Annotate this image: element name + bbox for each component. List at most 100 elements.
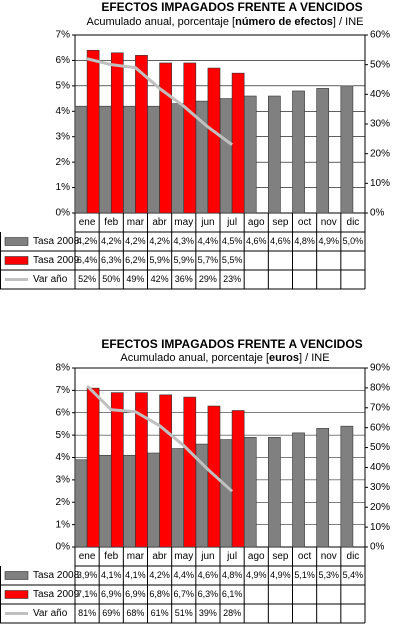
x-tick-label: jul [226, 551, 237, 562]
data-label: 68% [126, 608, 144, 618]
bar [340, 425, 354, 548]
x-tick-label: nov [321, 551, 337, 562]
x-tick-label: ago [248, 551, 265, 562]
y2-tick-label: 60% [370, 422, 390, 433]
y-tick-label: 8% [56, 363, 71, 374]
y2-tick-label: 10% [370, 178, 390, 189]
bar [316, 88, 330, 214]
bar [340, 85, 354, 214]
data-label: 6,9% [125, 589, 146, 599]
bar [159, 62, 172, 214]
x-tick-label: oct [298, 217, 312, 228]
y-tick-label: 3% [56, 475, 71, 486]
y2-tick-label: 0% [370, 208, 385, 219]
legend-label: Tasa 2009 [33, 589, 80, 600]
chart-subtitle: Acumulado anual, porcentaje [euros] / IN… [120, 352, 329, 364]
bar [316, 428, 330, 548]
data-label: 7,1% [77, 589, 98, 599]
data-label: 4,6% [246, 236, 267, 246]
y-tick-label: 1% [56, 182, 71, 193]
y2-tick-label: 70% [370, 402, 390, 413]
bar [231, 72, 245, 214]
x-tick-label: jul [226, 217, 237, 228]
data-label: 3,9% [77, 570, 98, 580]
bar [219, 98, 233, 214]
data-label: 6,4% [77, 255, 98, 265]
data-label: 6,2% [125, 255, 146, 265]
bar [86, 49, 100, 214]
data-label: 5,9% [149, 255, 170, 265]
y-tick-label: 6% [56, 55, 71, 66]
y-tick-label: 4% [56, 106, 71, 117]
x-tick-label: jun [200, 551, 214, 562]
data-label: 4,9% [246, 570, 267, 580]
bar [207, 67, 221, 214]
data-label: 28% [223, 608, 241, 618]
x-tick-label: ene [79, 551, 96, 562]
x-tick-label: mar [127, 217, 145, 228]
y2-tick-label: 50% [370, 59, 390, 70]
data-label: 6,8% [149, 589, 170, 599]
line [86, 384, 234, 493]
legend-label: Var año [33, 274, 68, 285]
data-label: 69% [102, 608, 120, 618]
y-tick-label: 1% [56, 519, 71, 530]
data-label: 4,1% [101, 570, 122, 580]
data-label: 5,4% [343, 570, 364, 580]
data-label: 6,9% [101, 589, 122, 599]
y2-tick-label: 20% [370, 148, 390, 159]
data-label: 52% [78, 274, 96, 284]
data-label: 6,3% [101, 255, 122, 265]
bar [123, 105, 136, 214]
y-tick-label: 5% [56, 430, 71, 441]
bar [268, 437, 281, 548]
bar [147, 105, 160, 214]
chart-title: EFECTOS IMPAGADOS FRENTE A VENCIDOS [101, 0, 362, 14]
x-tick-label: may [174, 217, 193, 228]
data-label: 6,3% [198, 589, 219, 599]
line [86, 57, 233, 146]
bar [219, 439, 233, 548]
y-tick-label: 5% [56, 80, 71, 91]
data-label: 4,4% [173, 570, 194, 580]
x-tick-label: feb [104, 551, 118, 562]
data-label: 51% [175, 608, 193, 618]
data-label: 5,5% [222, 255, 243, 265]
y2-tick-label: 40% [370, 462, 390, 473]
x-tick-label: mar [127, 551, 145, 562]
data-label: 4,2% [125, 236, 146, 246]
y-tick-label: 7% [56, 30, 71, 41]
y2-tick-label: 30% [370, 482, 390, 493]
x-tick-label: abr [152, 551, 167, 562]
legend-label: Var año [33, 608, 68, 619]
data-label: 4,1% [125, 570, 146, 580]
bar [74, 105, 88, 214]
subtitle-part: euros [269, 352, 299, 364]
bar [86, 387, 100, 548]
data-label: 23% [223, 274, 241, 284]
data-label: 4,9% [318, 236, 339, 246]
y-tick-label: 2% [56, 157, 71, 168]
data-label: 4,6% [198, 570, 219, 580]
x-tick-label: sep [272, 551, 289, 562]
legend-swatch [4, 256, 29, 265]
data-label: 42% [151, 274, 169, 284]
x-tick-label: dic [347, 217, 360, 228]
data-label: 4,9% [270, 570, 291, 580]
subtitle-part: ] / INE [299, 352, 330, 364]
data-label: 5,3% [318, 570, 339, 580]
y2-tick-label: 20% [370, 502, 390, 513]
x-tick-label: nov [321, 217, 337, 228]
subtitle-part: Acumulado anual, porcentaje [ [120, 352, 269, 364]
data-label: 39% [199, 608, 217, 618]
data-label: 36% [175, 274, 193, 284]
bar [135, 55, 148, 214]
y-tick-label: 3% [56, 131, 71, 142]
subtitle-part: número de efectos [235, 16, 333, 28]
legend-label: Tasa 2009 [33, 255, 80, 266]
y-tick-label: 0% [56, 542, 71, 553]
bar [147, 452, 160, 548]
data-label: 6,7% [173, 589, 194, 599]
bar [171, 448, 185, 548]
